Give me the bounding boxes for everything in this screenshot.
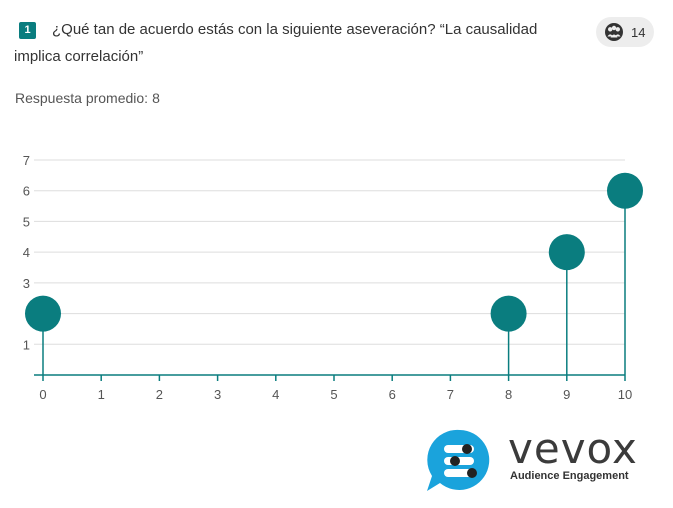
- x-tick-label: 6: [389, 387, 396, 402]
- y-tick-label: 4: [23, 245, 30, 260]
- question-number-badge: 1: [19, 22, 36, 39]
- data-point: [490, 295, 527, 332]
- response-chart: 1 3 4 5 6 7 0 1 2 3 4 5 6 7 8 9 10: [23, 153, 643, 402]
- brand-tagline: Audience Engagement: [510, 470, 629, 482]
- x-tick-label: 0: [39, 387, 46, 402]
- y-tick-label: 7: [23, 153, 30, 168]
- y-tick-label: 3: [23, 276, 30, 291]
- data-point: [607, 172, 643, 209]
- x-tick-label: 10: [618, 387, 632, 402]
- x-tick-label: 5: [330, 387, 337, 402]
- x-tick-label: 9: [563, 387, 570, 402]
- vevox-logo-icon: [427, 429, 490, 491]
- participants-badge: 14: [596, 17, 654, 47]
- brand-name: vevox: [508, 424, 638, 473]
- question-text: ¿Qué tan de acuerdo estás con la siguien…: [14, 21, 538, 65]
- y-tick-label: 1: [23, 337, 30, 352]
- participants-icon: [605, 23, 623, 41]
- average-value: 8: [152, 90, 160, 106]
- question-header: 1 ¿Qué tan de acuerdo estás con la siguie…: [14, 16, 584, 70]
- data-point: [548, 234, 585, 271]
- average-response: Respuesta promedio: 8: [15, 90, 160, 106]
- data-point: [25, 295, 61, 332]
- x-tick-label: 8: [505, 387, 512, 402]
- x-tick-label: 4: [272, 387, 279, 402]
- x-tick-label: 2: [156, 387, 163, 402]
- participants-count: 14: [631, 24, 646, 40]
- y-tick-label: 6: [23, 184, 30, 199]
- vevox-logo: vevox Audience Engagement: [424, 424, 664, 494]
- y-tick-label: 5: [23, 214, 30, 229]
- x-tick-label: 7: [447, 387, 454, 402]
- x-tick-label: 1: [98, 387, 105, 402]
- average-label: Respuesta promedio:: [15, 90, 149, 106]
- x-tick-label: 3: [214, 387, 221, 402]
